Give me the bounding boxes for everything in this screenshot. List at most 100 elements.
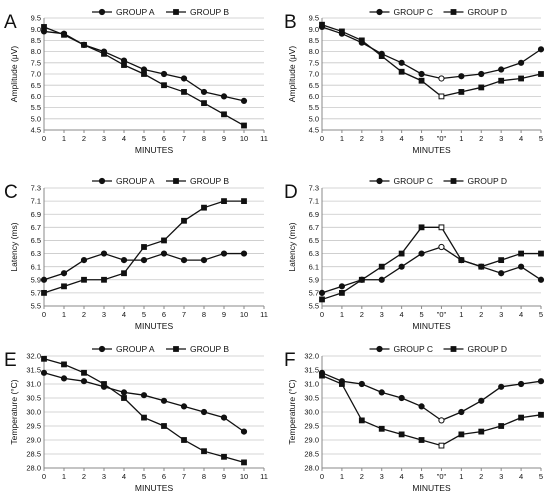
data-point [398,250,405,257]
series-line [43,30,245,102]
data-point [61,31,67,38]
data-point [358,37,365,44]
y-tick-label: 5.7 [31,288,41,297]
y-tick-label: 6.5 [309,236,319,245]
x-tick-label: "0" [437,134,447,143]
x-axis-label: MINUTES [412,145,451,155]
series-group-c [318,243,545,296]
data-point [438,417,445,424]
x-tick-label: 2 [360,472,364,481]
data-point [438,75,445,82]
data-point [240,250,248,257]
y-axis-label: Latency (ms) [287,222,297,271]
x-tick-label: 0 [320,472,324,481]
data-point [181,89,187,95]
data-point [200,408,208,416]
data-point [538,250,544,257]
data-point [41,24,47,30]
x-tick-label: 10 [240,310,248,319]
series-line [321,226,541,301]
data-point [398,263,405,270]
data-point [378,276,385,283]
x-tick-label: 2 [82,310,86,319]
y-tick-label: 6.7 [31,223,41,232]
x-tick-label: 1 [340,134,344,143]
legend-label: GROUP C [394,344,434,354]
data-point [339,28,345,35]
legend-label: GROUP B [190,176,229,186]
x-tick-label: 4 [122,310,126,319]
x-tick-label: 5 [419,134,423,143]
y-tick-label: 8.5 [309,36,319,45]
y-tick-label: 32.0 [26,352,41,361]
y-tick-label: 28.5 [304,450,319,459]
y-tick-label: 30.0 [26,408,41,417]
y-axis-label: Latency (ms) [9,222,19,271]
data-point [478,428,485,435]
data-point [378,425,385,432]
legend-marker [98,177,106,185]
y-tick-label: 9.0 [31,25,41,34]
x-tick-label: 7 [182,134,186,143]
y-axis-label: Amplitude (μV) [9,46,19,103]
data-point [319,372,325,379]
panel-label: D [284,182,298,203]
data-point [458,431,465,438]
y-axis-label: Temperature (°C) [9,379,19,444]
x-tick-label: 2 [82,134,86,143]
y-tick-label: 7.3 [31,184,41,193]
data-point [458,257,465,264]
data-point [318,289,326,296]
x-tick-label: "0" [437,472,447,481]
data-point [498,66,505,73]
legend-label: GROUP B [190,7,229,17]
panel-label: E [4,350,17,371]
x-tick-label: 2 [479,310,483,319]
legend-marker [376,177,383,185]
x-tick-label: 1 [340,472,344,481]
legend-marker [98,8,106,16]
data-point [121,62,127,68]
data-point [160,250,168,257]
data-point [339,289,345,296]
x-tick-label: 1 [459,310,463,319]
y-tick-label: 31.5 [26,366,41,375]
legend-item: GROUP C [369,344,434,354]
data-point [398,394,405,402]
y-tick-label: 5.0 [309,114,319,123]
data-point [358,417,365,424]
series-group-d [319,372,544,449]
legend-label: GROUP A [116,176,155,186]
x-tick-label: 4 [519,472,523,481]
x-axis-label: MINUTES [412,483,451,493]
y-tick-label: 7.0 [309,70,319,79]
x-tick-label: 6 [162,472,166,481]
y-tick-label: 7.3 [309,184,319,193]
data-point [319,296,325,303]
data-point [141,414,147,421]
x-tick-label: 2 [82,472,86,481]
data-point [438,93,445,100]
legend-item: GROUP A [92,7,155,17]
panel-e: E 28.0 28.5 29.0 29.5 30.0 30.5 31.0 31.5 32.0 0 1 2… [4,344,268,493]
data-point [221,453,227,460]
y-tick-label: 8.0 [309,47,319,56]
x-tick-label: 6 [162,134,166,143]
legend-label: GROUP B [190,344,229,354]
y-tick-label: 30.5 [26,394,41,403]
series-group-d [319,21,544,100]
panel-f: F 28.0 28.5 29.0 29.5 30.0 30.5 31.0 31.5 32.0 0 1 2… [284,344,545,493]
x-tick-label: 5 [419,310,423,319]
x-tick-label: 11 [260,310,268,319]
data-point [537,276,545,283]
x-tick-label: 4 [519,310,523,319]
x-tick-label: 1 [459,472,463,481]
x-tick-label: 1 [62,134,66,143]
y-tick-label: 6.3 [31,249,41,258]
x-tick-label: 5 [142,310,146,319]
data-point [220,250,228,257]
y-tick-label: 29.0 [304,436,319,445]
x-tick-label: 4 [519,134,523,143]
data-point [120,257,128,264]
data-point [101,276,107,283]
